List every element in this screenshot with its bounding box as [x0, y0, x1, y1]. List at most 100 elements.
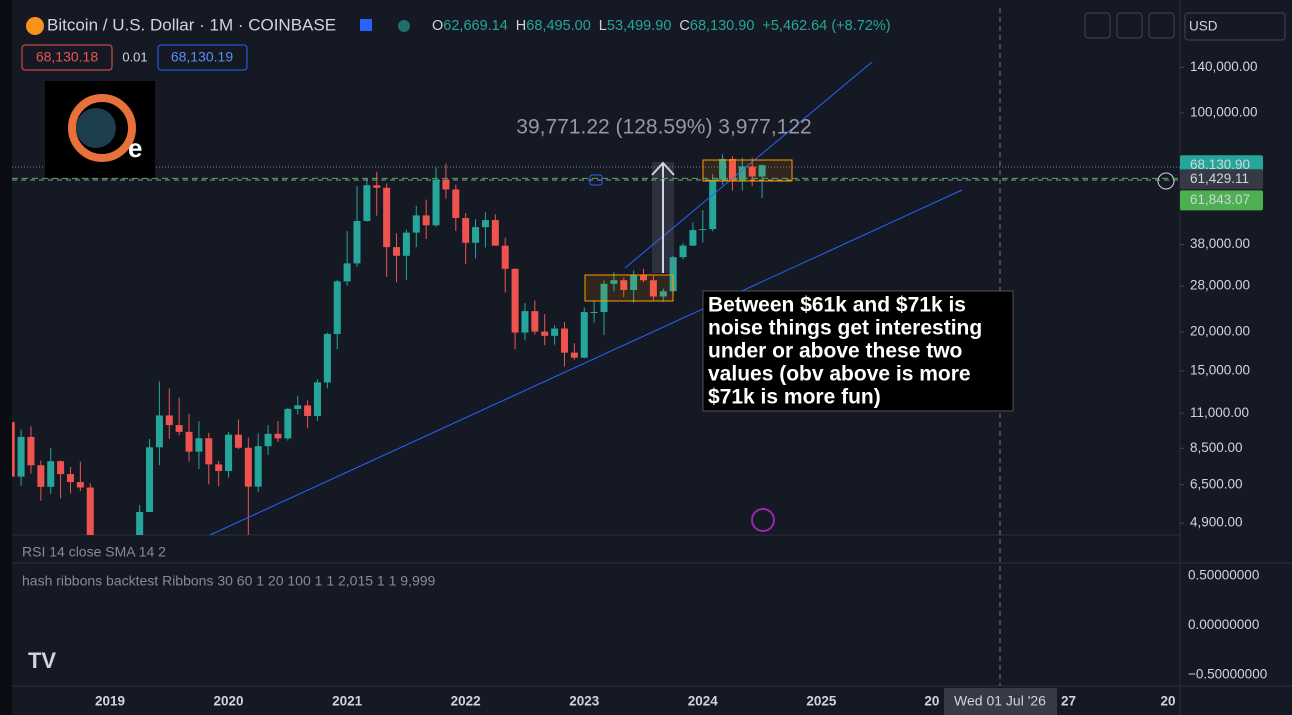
body [491, 220, 499, 246]
body [531, 311, 539, 332]
body [57, 461, 65, 475]
body [383, 187, 391, 248]
flag[interactable] [360, 19, 372, 31]
body [541, 331, 549, 336]
ohlc: O62,669.14 H68,495.00 L53,499.90 C68,130.90… [432, 18, 891, 34]
body [264, 433, 272, 447]
body [551, 328, 559, 336]
body [284, 408, 292, 439]
btc-icon [26, 17, 44, 35]
body [17, 436, 25, 477]
left-edge [0, 0, 12, 715]
body [521, 311, 529, 333]
currency[interactable]: USD [1189, 19, 1218, 34]
sell-price[interactable]: 68,130.18 [36, 49, 98, 65]
hash-label: hash ribbons backtest Ribbons 30 60 1 20… [22, 573, 436, 589]
body [452, 189, 460, 219]
body [215, 464, 223, 472]
anchor [589, 174, 603, 186]
body [719, 158, 727, 180]
currency-select[interactable] [1184, 12, 1286, 41]
y-tick-label: 6,500.00 [1190, 476, 1243, 491]
toolbar[interactable] [1084, 12, 1175, 39]
body [254, 446, 262, 487]
body [560, 328, 568, 353]
symbol-title: Bitcoin / U.S. Dollar · 1M · COINBASE [47, 15, 336, 34]
body [66, 474, 74, 483]
body [294, 405, 302, 409]
buy-price[interactable]: 68,130.19 [171, 49, 233, 65]
body [333, 281, 341, 334]
note-line: under or above these two [708, 340, 962, 363]
body [363, 185, 371, 221]
body [472, 227, 480, 243]
body [689, 230, 697, 246]
body [501, 245, 509, 269]
x-tick-label: 20 [1161, 694, 1176, 709]
body [669, 257, 677, 292]
y-tick-label: 28,000.00 [1190, 278, 1250, 293]
body [709, 179, 717, 230]
body [630, 274, 638, 290]
hash-tick-label: 0.50000000 [1188, 568, 1259, 583]
body [47, 461, 55, 487]
body [225, 434, 233, 472]
range-box [584, 274, 674, 302]
body [12, 422, 15, 477]
hash-tick-label: −0.50000000 [1188, 667, 1267, 682]
x-tick-label: 2025 [806, 694, 837, 709]
body [432, 179, 440, 226]
body [442, 179, 450, 190]
crosshair-time-label: Wed 01 Jul '26 [954, 693, 1046, 709]
buy-button[interactable] [157, 44, 248, 71]
alert-icon[interactable] [751, 508, 775, 532]
spread: 0.01 [122, 49, 147, 64]
x-tick-label: 27 [1061, 694, 1076, 709]
body [600, 283, 608, 312]
y-tick-label: 4,900.00 [1190, 515, 1243, 530]
note-line: noise things get interesting [708, 317, 982, 340]
body [610, 280, 618, 284]
y-tick-label: 140,000.00 [1190, 59, 1258, 74]
body [462, 218, 470, 243]
body [136, 511, 144, 535]
body [481, 220, 489, 228]
y-tick-label: 15,000.00 [1190, 363, 1250, 378]
measure-arrow [651, 161, 675, 273]
y-tick-label: 20,000.00 [1190, 323, 1250, 338]
body [570, 352, 578, 358]
body [205, 438, 213, 465]
body [274, 433, 282, 439]
add-button[interactable] [1157, 172, 1175, 190]
y-tick-label: 8,500.00 [1190, 440, 1243, 455]
body [402, 232, 410, 256]
tv-logo: TV [28, 648, 56, 673]
price-tag-label: 68,130.90 [1190, 157, 1250, 172]
body [155, 415, 163, 448]
body [659, 291, 667, 297]
body [728, 158, 736, 182]
body [195, 438, 203, 452]
body [748, 166, 756, 177]
x-tick-label: 2020 [214, 694, 244, 709]
price-tag-label: 61,843.07 [1190, 192, 1250, 207]
body [640, 274, 648, 281]
body [185, 431, 193, 452]
x-tick-label: 2021 [332, 694, 363, 709]
body [412, 215, 420, 233]
body [590, 311, 598, 313]
trendline [209, 189, 963, 536]
body [175, 425, 183, 432]
body [699, 229, 707, 231]
body [580, 312, 588, 358]
logo: e [45, 81, 155, 178]
body [679, 245, 687, 258]
candles [12, 154, 766, 535]
body [244, 447, 252, 487]
x-tick-label: 2023 [569, 694, 600, 709]
rsi-label: RSI 14 close SMA 14 2 [22, 544, 166, 560]
body [323, 333, 331, 383]
body [422, 215, 430, 226]
sell-button[interactable] [21, 44, 113, 71]
